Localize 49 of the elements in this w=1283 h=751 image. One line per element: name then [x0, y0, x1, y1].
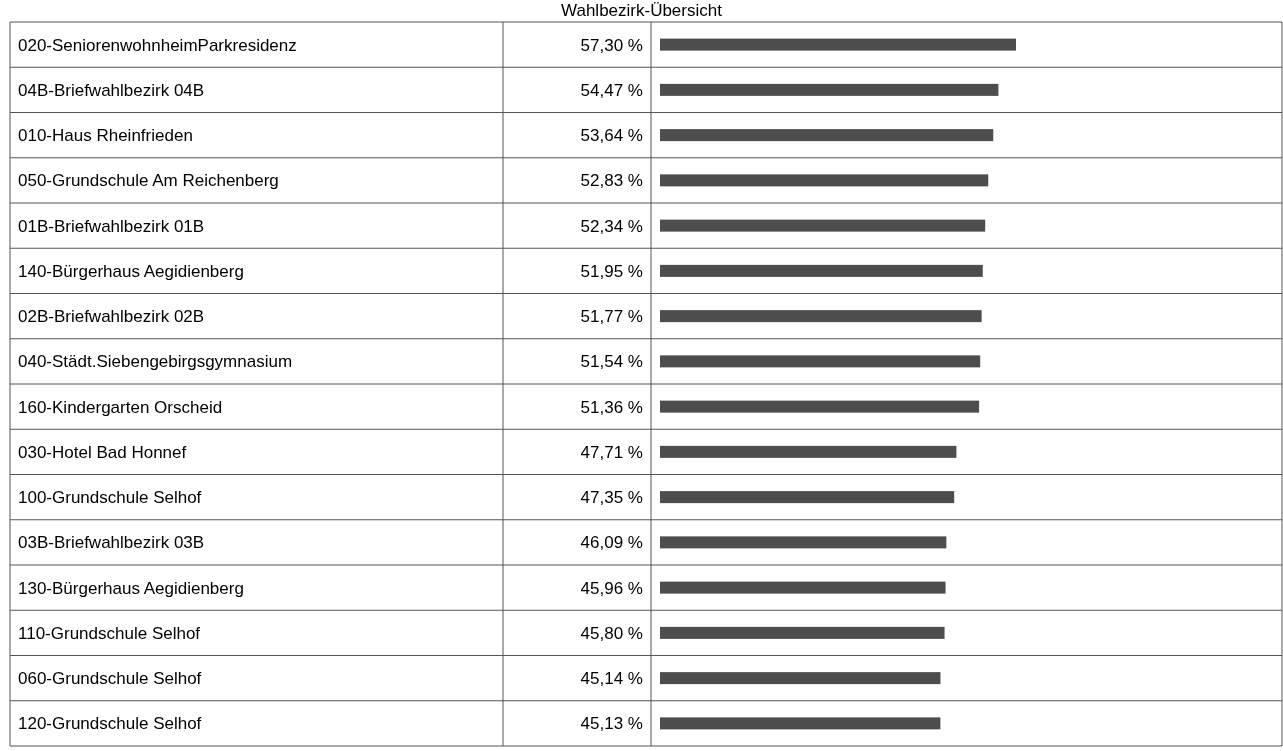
bar: [660, 536, 947, 549]
bar: [660, 129, 994, 142]
y-tick-label: 130-Bürgerhaus Aegidienberg: [18, 578, 244, 598]
data-label: 51,54 %: [580, 352, 643, 372]
bar: [660, 38, 1016, 51]
data-label: 52,34 %: [580, 216, 643, 236]
data-label: 53,64 %: [580, 126, 643, 146]
y-tick-label: 030-Hotel Bad Honnef: [18, 442, 187, 462]
data-label: 47,71 %: [580, 442, 643, 462]
bar: [660, 310, 982, 323]
data-label: 45,96 %: [580, 578, 643, 598]
bar: [660, 626, 945, 639]
bar: [660, 219, 986, 232]
y-tick-label: 110-Grundschule Selhof: [18, 623, 201, 643]
y-tick-label: 010-Haus Rheinfrieden: [18, 126, 193, 146]
data-label: 54,47 %: [580, 80, 643, 100]
y-tick-label: 160-Kindergarten Orscheid: [18, 397, 223, 417]
bar: [660, 445, 957, 458]
y-tick-label: 040-Städt.Siebengebirgsgymnasium: [18, 352, 293, 372]
y-tick-label: 100-Grundschule Selhof: [18, 488, 202, 508]
data-label: 45,80 %: [580, 623, 643, 643]
bar: [660, 83, 999, 96]
data-label: 57,30 %: [580, 35, 643, 55]
y-tick-label: 03B-Briefwahlbezirk 03B: [18, 533, 205, 553]
bar: [660, 672, 941, 685]
y-tick-label: 020-SeniorenwohnheimParkresidenz: [18, 35, 297, 55]
y-tick-label: 02B-Briefwahlbezirk 02B: [18, 307, 205, 327]
y-tick-label: 140-Bürgerhaus Aegidienberg: [18, 261, 244, 281]
bar: [660, 355, 981, 368]
data-label: 47,35 %: [580, 488, 643, 508]
data-label: 51,36 %: [580, 397, 643, 417]
data-label: 51,77 %: [580, 307, 643, 327]
bar: [660, 264, 983, 277]
data-label: 45,13 %: [580, 714, 643, 734]
y-tick-label: 01B-Briefwahlbezirk 01B: [18, 216, 205, 236]
data-label: 46,09 %: [580, 533, 643, 553]
y-tick-label: 060-Grundschule Selhof: [18, 669, 202, 689]
bar: [660, 491, 955, 504]
bar: [660, 174, 989, 187]
y-tick-label: 120-Grundschule Selhof: [18, 714, 202, 734]
y-tick-label: 04B-Briefwahlbezirk 04B: [18, 80, 205, 100]
data-label: 52,83 %: [580, 171, 643, 191]
data-label: 45,14 %: [580, 669, 643, 689]
data-label: 51,95 %: [580, 261, 643, 281]
bar: [660, 400, 980, 413]
y-tick-label: 050-Grundschule Am Reichenberg: [18, 171, 279, 191]
bar: [660, 581, 946, 594]
bar: [660, 717, 941, 730]
chart-title: Wahlbezirk-Übersicht: [561, 1, 723, 20]
